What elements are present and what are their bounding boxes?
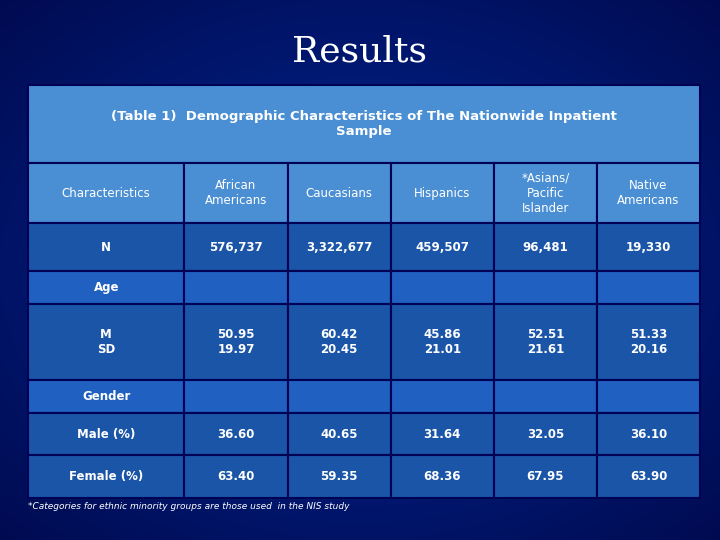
Bar xyxy=(597,271,700,304)
Bar xyxy=(28,271,184,304)
Bar xyxy=(184,164,287,224)
Bar xyxy=(597,380,700,413)
Text: M
SD: M SD xyxy=(97,328,115,356)
Bar xyxy=(287,224,391,271)
Text: N: N xyxy=(102,240,111,254)
Bar xyxy=(391,413,494,455)
Bar xyxy=(597,455,700,498)
Bar xyxy=(184,304,287,380)
Text: Characteristics: Characteristics xyxy=(62,187,150,200)
Bar xyxy=(391,224,494,271)
Bar xyxy=(597,164,700,224)
Bar xyxy=(494,380,597,413)
Bar xyxy=(184,455,287,498)
Bar xyxy=(28,304,184,380)
Bar xyxy=(28,380,184,413)
Bar xyxy=(391,164,494,224)
Bar xyxy=(28,455,184,498)
Text: 576,737: 576,737 xyxy=(210,240,263,254)
Text: Caucasians: Caucasians xyxy=(305,187,373,200)
Bar xyxy=(494,413,597,455)
Bar xyxy=(494,304,597,380)
Text: 52.51
21.61: 52.51 21.61 xyxy=(526,328,564,356)
Bar xyxy=(184,271,287,304)
Bar xyxy=(391,304,494,380)
Text: 459,507: 459,507 xyxy=(415,240,469,254)
Bar xyxy=(391,271,494,304)
Bar xyxy=(287,271,391,304)
Text: (Table 1)  Demographic Characteristics of The Nationwide Inpatient
Sample: (Table 1) Demographic Characteristics of… xyxy=(111,110,617,138)
Text: *Asians/
Pacific
Islander: *Asians/ Pacific Islander xyxy=(521,172,570,215)
Bar xyxy=(184,413,287,455)
Text: Native
Americans: Native Americans xyxy=(617,179,680,207)
Text: 68.36: 68.36 xyxy=(423,470,461,483)
Text: Gender: Gender xyxy=(82,390,130,403)
Text: 50.95
19.97: 50.95 19.97 xyxy=(217,328,255,356)
Text: African
Americans: African Americans xyxy=(204,179,267,207)
Bar xyxy=(28,164,184,224)
Text: 40.65: 40.65 xyxy=(320,428,358,441)
Text: 63.90: 63.90 xyxy=(630,470,667,483)
Text: 67.95: 67.95 xyxy=(526,470,564,483)
Bar xyxy=(494,224,597,271)
Text: 32.05: 32.05 xyxy=(527,428,564,441)
Text: 3,322,677: 3,322,677 xyxy=(306,240,372,254)
Text: 51.33
20.16: 51.33 20.16 xyxy=(630,328,667,356)
Bar xyxy=(287,304,391,380)
Bar xyxy=(597,224,700,271)
Bar xyxy=(28,224,184,271)
Bar xyxy=(287,413,391,455)
Text: 31.64: 31.64 xyxy=(423,428,461,441)
Bar xyxy=(494,455,597,498)
Text: 59.35: 59.35 xyxy=(320,470,358,483)
Bar xyxy=(287,380,391,413)
Text: 19,330: 19,330 xyxy=(626,240,671,254)
Text: Age: Age xyxy=(94,281,119,294)
Text: 63.40: 63.40 xyxy=(217,470,255,483)
Bar xyxy=(391,455,494,498)
Text: 45.86
21.01: 45.86 21.01 xyxy=(423,328,461,356)
Text: 36.10: 36.10 xyxy=(630,428,667,441)
Bar xyxy=(391,380,494,413)
Text: 60.42
20.45: 60.42 20.45 xyxy=(320,328,358,356)
Bar xyxy=(287,455,391,498)
Text: 36.60: 36.60 xyxy=(217,428,255,441)
Bar xyxy=(494,271,597,304)
Bar xyxy=(597,304,700,380)
Text: Results: Results xyxy=(292,35,428,69)
Text: 96,481: 96,481 xyxy=(523,240,568,254)
Bar xyxy=(494,164,597,224)
Bar xyxy=(184,224,287,271)
Text: *Categories for ethnic minority groups are those used  in the NIS study: *Categories for ethnic minority groups a… xyxy=(28,502,349,511)
Bar xyxy=(597,413,700,455)
Text: Male (%): Male (%) xyxy=(77,428,135,441)
Bar xyxy=(184,380,287,413)
Text: Female (%): Female (%) xyxy=(69,470,143,483)
Bar xyxy=(28,85,700,164)
Text: Hispanics: Hispanics xyxy=(414,187,470,200)
Bar xyxy=(28,413,184,455)
Bar xyxy=(287,164,391,224)
